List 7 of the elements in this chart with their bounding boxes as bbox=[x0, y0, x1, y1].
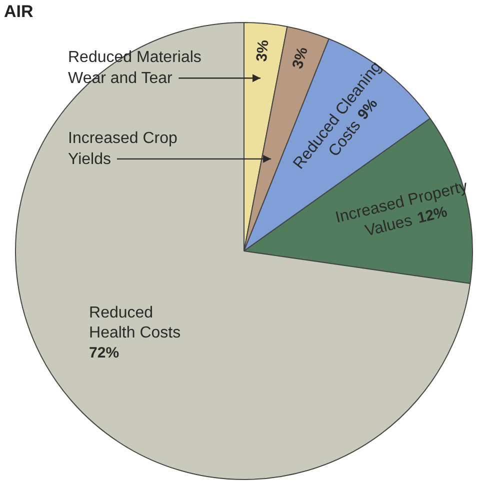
data-label: 12% bbox=[416, 203, 449, 228]
data-label: 3% bbox=[289, 45, 312, 71]
chart-title: AIR bbox=[4, 2, 34, 21]
slice-label: Reduced Health Costs bbox=[89, 304, 181, 342]
data-label: 72% bbox=[89, 344, 120, 362]
slice-label: Increased Crop Yields bbox=[68, 130, 178, 168]
data-label: 3% bbox=[253, 39, 272, 62]
